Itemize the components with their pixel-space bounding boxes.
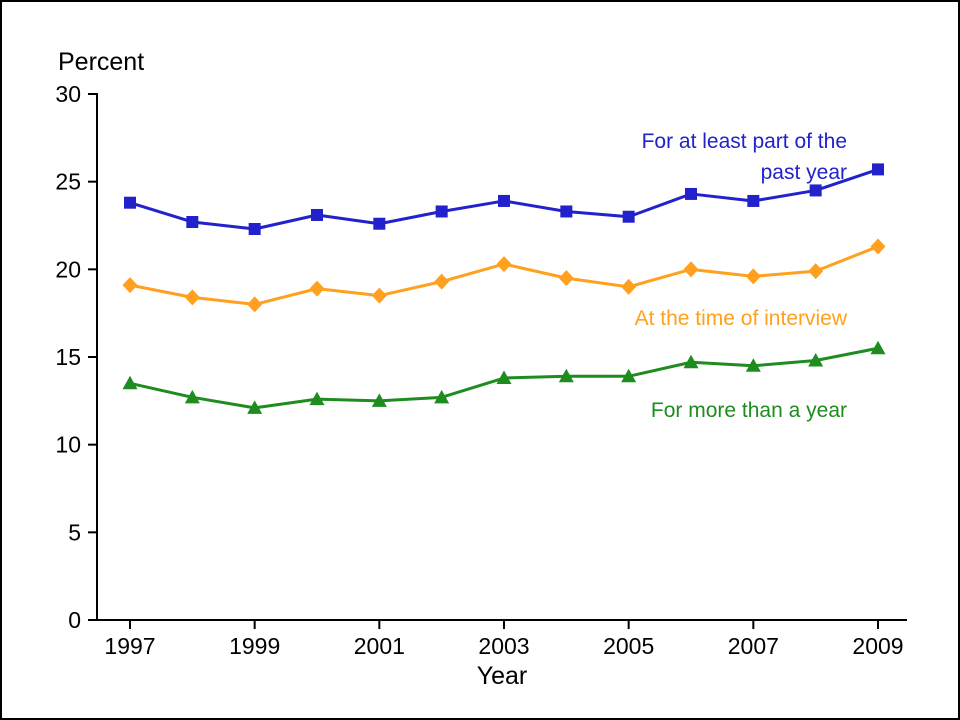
- marker-triangle: [870, 340, 886, 355]
- marker-triangle: [621, 368, 637, 383]
- marker-triangle: [434, 389, 450, 404]
- marker-triangle: [558, 368, 574, 383]
- marker-square: [124, 196, 136, 209]
- marker-triangle: [808, 353, 824, 367]
- y-tick-label: 25: [55, 169, 81, 195]
- marker-square: [373, 217, 386, 230]
- marker-square: [560, 205, 573, 218]
- x-tick-label: 2007: [728, 633, 779, 659]
- y-tick-label: 30: [55, 81, 81, 107]
- marker-diamond: [496, 256, 512, 273]
- y-axis-title: Percent: [58, 48, 145, 76]
- marker-square: [622, 210, 635, 223]
- y-tick-label: 15: [55, 344, 81, 370]
- series-at-the-time-of-interview: [122, 238, 886, 313]
- marker-square: [435, 205, 448, 218]
- x-tick-label: 1997: [104, 633, 155, 659]
- x-tick-label: 1999: [229, 633, 280, 659]
- marker-diamond: [309, 280, 325, 297]
- x-axis-title: Year: [476, 662, 528, 690]
- marker-diamond: [434, 273, 450, 290]
- marker-triangle: [184, 389, 200, 404]
- marker-square: [248, 223, 261, 236]
- marker-triangle: [309, 391, 325, 406]
- marker-diamond: [247, 296, 263, 313]
- series-label-more-than-a-year: For more than a year: [650, 399, 847, 422]
- marker-diamond: [745, 268, 761, 285]
- marker-square: [809, 184, 822, 197]
- marker-triangle: [496, 370, 512, 385]
- series-line-at-the-time-of-interview: [128, 245, 880, 306]
- series-label-time-of-interview: At the time of interview: [634, 307, 847, 330]
- marker-square: [311, 208, 323, 221]
- marker-triangle: [122, 375, 138, 390]
- marker-diamond: [870, 238, 886, 255]
- marker-triangle: [683, 354, 699, 369]
- marker-diamond: [683, 261, 699, 278]
- x-tick-label: 2003: [478, 633, 529, 659]
- marker-square: [186, 215, 199, 228]
- series-label-past-year: For at least part of the past year: [641, 130, 847, 184]
- marker-square: [872, 163, 884, 176]
- marker-triangle: [371, 393, 387, 407]
- marker-diamond: [122, 277, 138, 294]
- y-tick-label: 10: [55, 432, 81, 458]
- x-tick-label: 2001: [354, 633, 405, 659]
- marker-diamond: [371, 287, 387, 304]
- x-tick-label: 2005: [603, 633, 654, 659]
- marker-diamond: [184, 289, 200, 306]
- x-tick-label: 2009: [852, 633, 903, 659]
- marker-square: [498, 194, 510, 207]
- marker-diamond: [808, 263, 824, 280]
- marker-triangle: [745, 358, 761, 372]
- y-tick-label: 20: [55, 256, 81, 282]
- y-tick-label: 0: [68, 607, 81, 633]
- marker-diamond: [621, 278, 637, 295]
- marker-diamond: [558, 270, 574, 287]
- y-tick-label: 5: [68, 519, 81, 545]
- marker-triangle: [247, 400, 263, 414]
- marker-square: [685, 187, 697, 200]
- series-for-at-least-part-of-the-past-year: [124, 163, 884, 236]
- marker-square: [747, 194, 760, 207]
- series-for-more-than-a-year: [122, 340, 886, 414]
